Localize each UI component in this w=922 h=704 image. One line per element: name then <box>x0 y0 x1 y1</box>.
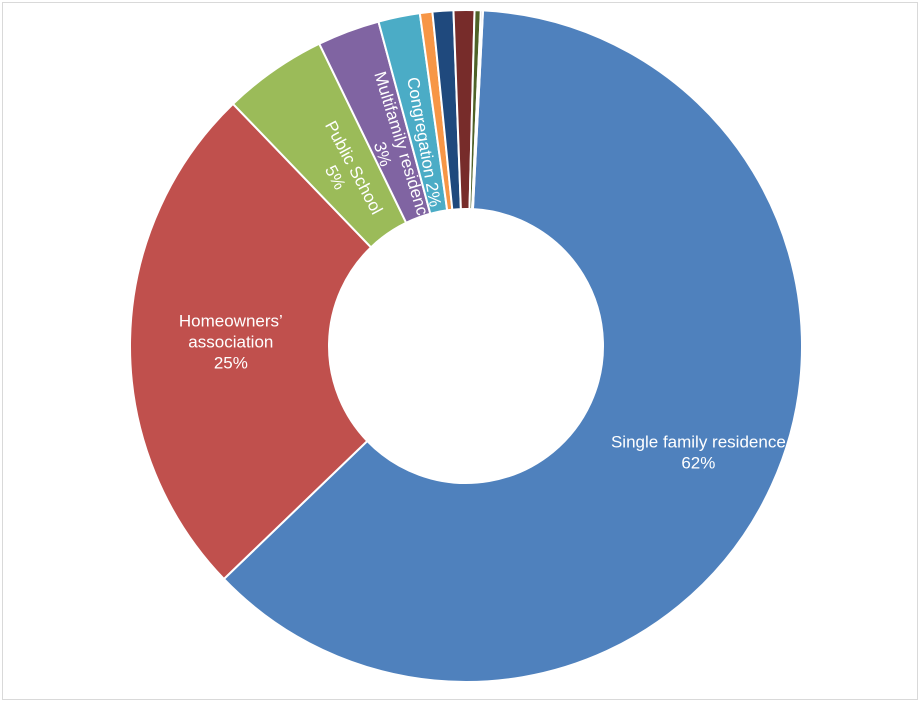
slice-other-9 <box>471 9 485 211</box>
data-label-homeowners-association: Homeowners’ association 25% <box>179 311 283 372</box>
slice-single-family-residence <box>222 9 803 683</box>
donut-chart: Single family residence 62% Homeowners’ ass… <box>129 9 803 683</box>
category-label: association <box>188 332 273 351</box>
slice-homeowners-association <box>129 102 373 581</box>
percent-label: 25% <box>214 353 248 372</box>
data-label-single-family-residence: Single family residence 62% <box>611 432 786 472</box>
percent-label: 62% <box>681 453 715 472</box>
category-label: Single family residence <box>611 432 786 451</box>
category-label: Homeowners’ <box>179 311 283 330</box>
